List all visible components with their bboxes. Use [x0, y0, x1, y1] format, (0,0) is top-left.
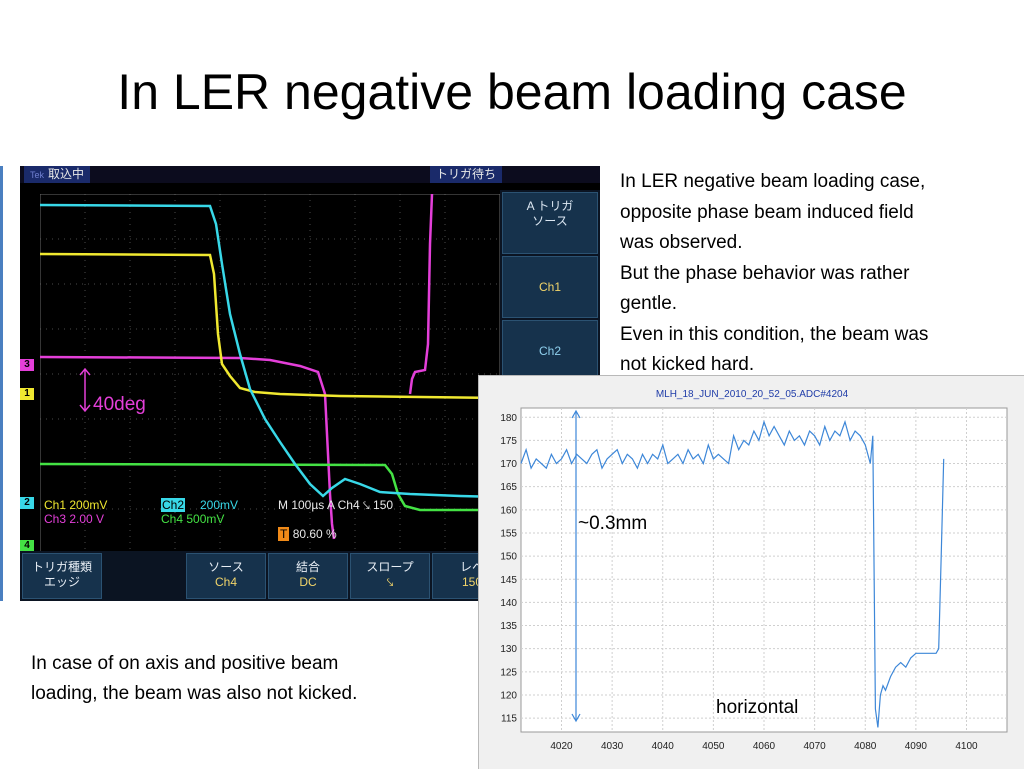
ch4-scale-readout: Ch4 500mV: [161, 512, 225, 526]
x-tick-label: 4080: [854, 741, 877, 752]
y-tick-label: 155: [500, 528, 517, 539]
channel-marker-1: 1: [20, 388, 34, 400]
ch4-trace: [40, 462, 500, 512]
scope-acquisition-status: Tek 取込中: [24, 166, 91, 183]
channel-marker-4: 4: [20, 540, 34, 552]
y-tick-label: 180: [500, 413, 517, 424]
scope-run-badge: Tek: [30, 170, 45, 180]
graph-plot: 115 120 125 130 135 140 145 150 155 160 165 170 175 1…: [500, 407, 1008, 752]
scope-graticule: [40, 194, 500, 554]
timebase-readout: M 100µs A Ch4 ⤥ 150: [278, 498, 394, 512]
trigger-slope-button[interactable]: スロープ ⤥: [350, 553, 430, 599]
y-tick-label: 130: [500, 644, 517, 655]
amplitude-arrow: [571, 409, 581, 723]
y-tick-label: 145: [500, 575, 517, 586]
x-tick-label: 4040: [652, 741, 675, 752]
phase-annotation: 40deg: [93, 394, 146, 415]
description-text: In LER negative beam loading case, oppos…: [620, 167, 1015, 381]
description-line: In LER negative beam loading case,: [620, 171, 926, 192]
bottom-note-text: In case of on axis and positive beam loa…: [31, 649, 451, 709]
x-tick-label: 4060: [753, 741, 776, 752]
position-graph: MLH_18_JUN_2010_20_52_05.ADC#4204 115 120…: [478, 375, 1024, 769]
trigger-slope-label: スロープ: [366, 560, 414, 574]
trigger-slope-value: ⤥: [386, 575, 394, 589]
trigger-position-value: 80.60 %: [292, 527, 337, 541]
ch2-label-readout: Ch2: [161, 498, 186, 512]
phase-arrow: [79, 367, 91, 413]
ch3-trace: [40, 355, 336, 540]
ch2-scale-readout: 200mV: [200, 498, 239, 512]
trigger-source-header-line1: A トリガ: [526, 199, 574, 213]
x-tick-label: 4050: [702, 741, 725, 752]
x-tick-label: 4070: [804, 741, 827, 752]
bottom-note-line: loading, the beam was also not kicked.: [31, 683, 358, 704]
y-tick-label: 120: [500, 690, 517, 701]
slide-title: In LER negative beam loading case: [117, 64, 907, 120]
trigger-level-value: 150: [461, 575, 483, 589]
ch1-scale-readout: Ch1 200mV: [44, 498, 108, 512]
x-tick-label: 4100: [955, 741, 978, 752]
amplitude-annotation: ~0.3mm: [578, 513, 648, 534]
x-tick-label: 4090: [905, 741, 928, 752]
ch1-trace: [40, 252, 500, 400]
trigger-source-value: Ch4: [214, 575, 237, 589]
trigger-type-value: エッジ: [43, 575, 80, 589]
description-line: opposite phase beam induced field: [620, 201, 914, 223]
trigger-coupling-button[interactable]: 結合 DC: [268, 553, 348, 599]
trigger-level-label: レベ: [459, 560, 484, 574]
y-tick-label: 175: [500, 436, 517, 447]
trigger-coupling-label: 結合: [295, 560, 320, 574]
y-tick-label: 150: [500, 552, 517, 563]
trigger-type-button[interactable]: トリガ種類 エッジ: [22, 553, 102, 599]
trigger-source-label: ソース: [208, 560, 244, 574]
graph-title: MLH_18_JUN_2010_20_52_05.ADC#4204: [655, 389, 849, 400]
y-tick-label: 160: [500, 505, 517, 516]
scope-top-bar: [20, 166, 600, 183]
channel-marker-3: 3: [20, 359, 34, 371]
y-tick-label: 140: [500, 598, 517, 609]
data-series-line: [520, 419, 945, 728]
trigger-coupling-value: DC: [299, 575, 317, 589]
bottom-note-line: In case of on axis and positive beam: [31, 653, 339, 674]
trigger-type-label: トリガ種類: [31, 560, 92, 574]
description-line: not kicked hard.: [620, 354, 755, 375]
y-tick-label: 135: [500, 621, 517, 632]
y-tick-label: 125: [500, 667, 517, 678]
trigger-source-ch2-button[interactable]: Ch2: [502, 320, 598, 382]
trigger-position-readout: T 80.60 %: [278, 527, 337, 541]
scope-frame-edge: [0, 166, 3, 601]
trigger-source-button[interactable]: ソース Ch4: [186, 553, 266, 599]
trigger-source-header-line2: ソース: [532, 214, 568, 228]
trigger-source-ch1-button[interactable]: Ch1: [502, 256, 598, 318]
scope-trigger-status: トリガ待ち: [430, 166, 503, 183]
y-tick-label: 165: [500, 482, 517, 493]
trigger-source-header[interactable]: A トリガ ソース: [502, 192, 598, 254]
channel-marker-2: 2: [20, 497, 34, 509]
y-tick-label: 115: [501, 714, 517, 725]
x-tick-label: 4030: [601, 741, 624, 752]
x-tick-label: 4020: [550, 741, 573, 752]
scope-status-label: 取込中: [48, 167, 85, 181]
description-line: gentle.: [620, 293, 678, 314]
ch2-trace: [40, 203, 500, 499]
axis-direction-annotation: horizontal: [716, 697, 799, 718]
y-tick-label: 170: [500, 459, 517, 470]
description-line: Even in this condition, the beam was: [620, 323, 929, 345]
ch3-trace-right: [408, 194, 434, 395]
description-line: But the phase behavior was rather: [620, 262, 910, 284]
description-line: was observed.: [620, 232, 743, 253]
ch3-scale-readout: Ch3 2.00 V: [44, 512, 105, 526]
